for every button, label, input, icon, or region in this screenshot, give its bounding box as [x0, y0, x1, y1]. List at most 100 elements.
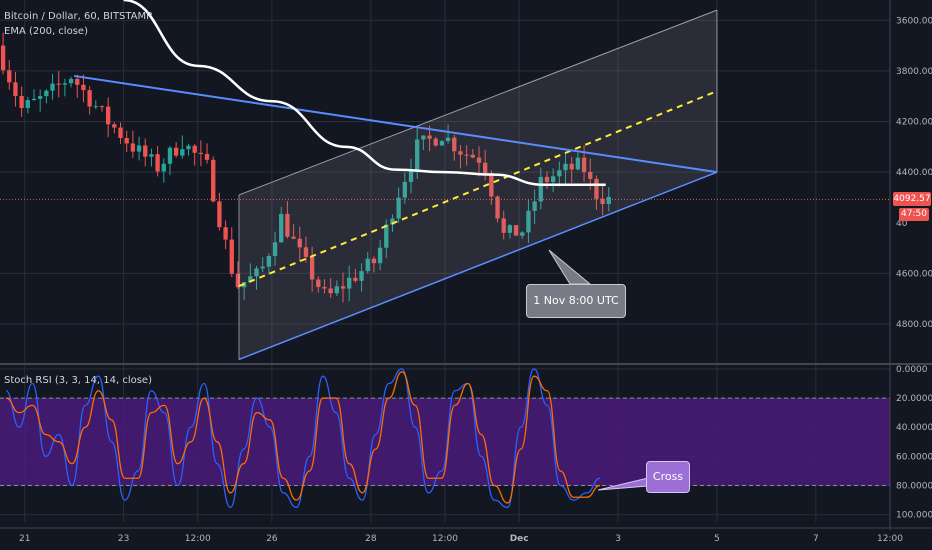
candle-body[interactable] [303, 247, 309, 257]
candle-body[interactable] [513, 225, 519, 236]
candle-body[interactable] [143, 145, 148, 157]
candle-body[interactable] [415, 139, 420, 170]
candle-body[interactable] [217, 201, 222, 228]
candle-body[interactable] [588, 171, 593, 179]
candle-body[interactable] [229, 239, 234, 274]
drawing-tools[interactable] [74, 9, 718, 361]
candle-body[interactable] [105, 106, 111, 125]
ema-200-line[interactable] [123, 0, 606, 187]
candle-body[interactable] [340, 286, 346, 289]
candle-body[interactable] [550, 176, 556, 182]
candle-body[interactable] [56, 83, 61, 85]
candle-body[interactable] [62, 83, 68, 85]
candle-body[interactable] [557, 170, 562, 177]
candle-body[interactable] [458, 151, 463, 155]
candle-body[interactable] [266, 256, 272, 267]
channel-upper-line[interactable] [238, 9, 718, 196]
candle-body[interactable] [25, 100, 30, 109]
candle-body[interactable] [68, 78, 74, 84]
candle-body[interactable] [50, 83, 55, 91]
candle-body[interactable] [347, 277, 352, 289]
candle-body[interactable] [118, 127, 123, 139]
stoch-d-line[interactable] [5, 371, 601, 504]
candle-body[interactable] [38, 96, 43, 99]
candle-body[interactable] [285, 213, 290, 237]
candle-body[interactable] [248, 276, 253, 283]
candle-body[interactable] [544, 176, 550, 182]
candle-body[interactable] [81, 84, 86, 91]
candle-body[interactable] [112, 124, 117, 128]
candle-body[interactable] [254, 268, 259, 277]
candle-body[interactable] [75, 78, 80, 85]
candle-body[interactable] [316, 279, 321, 288]
candle-body[interactable] [291, 236, 296, 239]
candle-body[interactable] [575, 157, 581, 170]
date-callout[interactable]: 1 Nov 8:00 UTC [526, 284, 626, 318]
channel-lower-line[interactable] [238, 171, 718, 361]
candle-body[interactable] [260, 266, 265, 269]
candle-body[interactable] [489, 173, 494, 197]
candle-body[interactable] [309, 256, 315, 280]
candle-body[interactable] [93, 106, 98, 108]
candle-body[interactable] [606, 196, 611, 205]
candle-body[interactable] [19, 96, 24, 109]
channel-midline[interactable] [238, 90, 718, 287]
candle-body[interactable] [136, 145, 142, 152]
cross-callout[interactable]: Cross [646, 461, 690, 493]
ema-legend[interactable]: EMA (200, close) [4, 26, 88, 37]
candle-body[interactable] [198, 152, 204, 154]
candle-body[interactable] [427, 135, 432, 139]
candle-body[interactable] [526, 210, 531, 233]
candle-body[interactable] [167, 147, 173, 164]
candle-body[interactable] [204, 153, 210, 160]
candle-body[interactable] [44, 90, 49, 97]
candle-body[interactable] [124, 138, 129, 144]
candle-body[interactable] [445, 137, 451, 142]
candle-body[interactable] [192, 145, 197, 153]
candle-body[interactable] [7, 70, 12, 83]
candle-body[interactable] [99, 106, 105, 108]
candle-body[interactable] [594, 178, 599, 199]
candle-body[interactable] [180, 149, 185, 156]
candle-body[interactable] [359, 271, 364, 281]
candle-body[interactable] [408, 169, 414, 182]
candle-body[interactable] [31, 98, 37, 101]
candle-body[interactable] [464, 154, 469, 156]
candle-body[interactable] [186, 145, 191, 150]
candle-body[interactable] [476, 157, 482, 163]
candle-body[interactable] [279, 213, 284, 243]
candle-body[interactable] [0, 45, 6, 71]
candle-body[interactable] [272, 242, 278, 257]
candle-body[interactable] [563, 163, 568, 171]
candle-body[interactable] [433, 138, 438, 146]
candle-body[interactable] [297, 238, 302, 248]
candle-body[interactable] [155, 154, 160, 172]
candle-body[interactable] [569, 163, 574, 170]
stoch-rsi-legend[interactable]: Stoch RSI (3, 3, 14, 14, close) [4, 375, 152, 386]
candle-body[interactable] [211, 159, 216, 202]
candle-body[interactable] [130, 143, 136, 152]
candle-body[interactable] [384, 224, 389, 248]
candle-body[interactable] [13, 82, 18, 97]
candle-body[interactable] [223, 227, 228, 240]
candle-body[interactable] [600, 198, 605, 205]
candle-body[interactable] [470, 154, 475, 158]
candle-body[interactable] [439, 141, 445, 146]
stoch-rsi-lines[interactable] [5, 368, 601, 509]
candle-body[interactable] [390, 218, 395, 225]
candle-body[interactable] [507, 225, 513, 233]
candle-body[interactable] [483, 162, 488, 174]
candle-body[interactable] [377, 247, 383, 264]
candle-body[interactable] [328, 288, 333, 294]
candle-body[interactable] [495, 196, 500, 219]
candle-body[interactable] [353, 277, 358, 281]
ema-200-path[interactable] [123, 0, 606, 187]
candle-body[interactable] [581, 157, 587, 172]
candle-body[interactable] [235, 273, 241, 288]
candle-body[interactable] [520, 232, 525, 236]
candle-body[interactable] [161, 163, 166, 172]
candle-body[interactable] [396, 197, 401, 219]
candle-body[interactable] [421, 135, 426, 140]
candle-body[interactable] [365, 258, 370, 272]
